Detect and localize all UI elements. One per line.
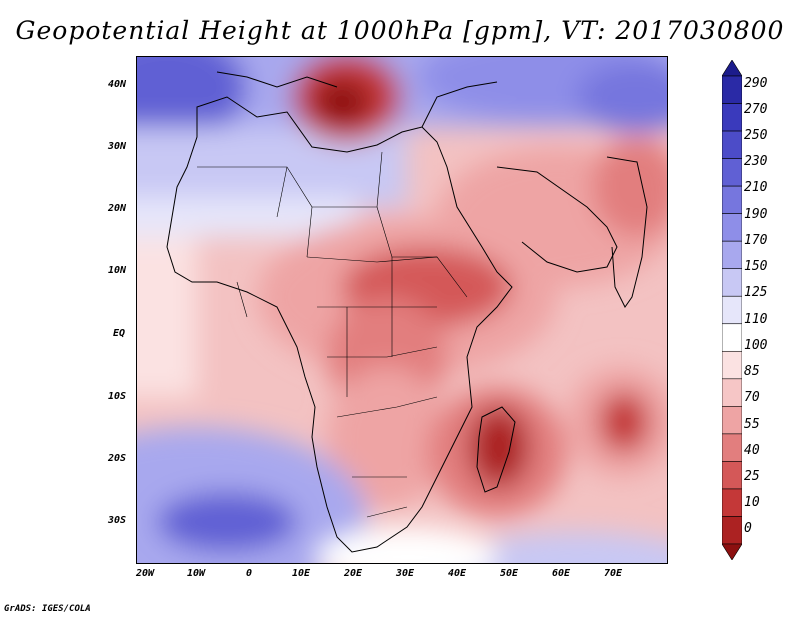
colorbar-segment <box>722 406 742 435</box>
colorbar-label: 70 <box>744 390 760 405</box>
colorbar-label: 290 <box>744 76 768 91</box>
colorbar-segment <box>722 103 742 132</box>
lat-tick-10n: 10N <box>108 265 127 276</box>
colorbar-segment <box>722 130 742 159</box>
colorbar-label: 210 <box>744 180 768 195</box>
country-borders <box>197 151 468 518</box>
colorbar-segment <box>722 240 742 270</box>
geopotential-map <box>137 57 667 563</box>
colorbar-label: 10 <box>744 495 760 510</box>
colorbar-label: 40 <box>744 443 760 458</box>
lat-tick-20n: 20N <box>108 203 127 214</box>
lat-tick-eq: EQ <box>113 328 126 339</box>
colorbar-label: 125 <box>744 285 768 300</box>
lon-tick-10w: 10W <box>187 568 206 579</box>
coastlines <box>166 71 648 553</box>
grads-credit: GrADS: IGES/COLA <box>4 604 91 614</box>
lat-tick-30s: 30S <box>108 515 127 526</box>
colorbar-segment <box>722 268 742 297</box>
colorbar <box>722 60 742 560</box>
colorbar-segment <box>722 213 742 242</box>
map-title: Geopotential Height at 1000hPa [gpm], VT… <box>15 16 785 45</box>
colorbar-label: 0 <box>744 521 752 536</box>
colorbar-segment <box>722 378 742 407</box>
lon-tick-60e: 60E <box>552 568 571 579</box>
lat-tick-30n: 30N <box>108 141 127 152</box>
lon-tick-40e: 40E <box>448 568 467 579</box>
colorbar-label: 25 <box>744 469 760 484</box>
colorbar-segment <box>722 516 742 545</box>
colorbar-label: 150 <box>744 259 768 274</box>
colorbar-label: 170 <box>744 233 768 248</box>
lon-tick-30e: 30E <box>396 568 415 579</box>
colorbar-label: 100 <box>744 338 768 353</box>
colorbar-segment <box>722 323 742 352</box>
colorbar-label: 270 <box>744 102 768 117</box>
lon-tick-50e: 50E <box>500 568 519 579</box>
colorbar-segment <box>722 461 742 490</box>
colorbar-label: 55 <box>744 417 760 432</box>
colorbar-segment <box>722 488 742 517</box>
colorbar-arrow-bottom <box>722 543 742 560</box>
lon-tick-0: 0 <box>246 568 253 579</box>
lon-tick-20e: 20E <box>344 568 363 579</box>
colorbar-label: 250 <box>744 128 768 143</box>
lon-tick-10e: 10E <box>292 568 311 579</box>
lat-tick-40n: 40N <box>108 79 127 90</box>
lon-tick-20w: 20W <box>136 568 155 579</box>
colorbar-label: 190 <box>744 207 768 222</box>
lat-tick-20s: 20S <box>108 453 127 464</box>
colorbar-segment <box>722 350 742 380</box>
colorbar-segment <box>722 433 742 462</box>
colorbar-label: 85 <box>744 364 760 379</box>
lat-tick-10s: 10S <box>108 391 127 402</box>
lon-tick-70e: 70E <box>604 568 623 579</box>
colorbar-arrow-top <box>722 60 742 77</box>
colorbar-segment <box>722 75 742 104</box>
colorbar-label: 110 <box>744 312 768 327</box>
map-panel <box>136 56 668 564</box>
colorbar-segment <box>722 158 742 187</box>
colorbar-segment <box>722 185 742 214</box>
colorbar-label: 230 <box>744 154 768 169</box>
colorbar-segment <box>722 295 742 325</box>
